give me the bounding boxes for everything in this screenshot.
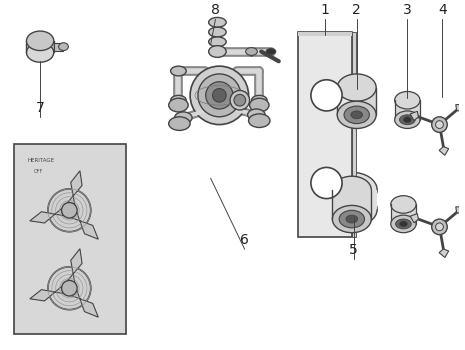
Ellipse shape (351, 111, 363, 119)
Ellipse shape (311, 167, 342, 198)
Polygon shape (72, 212, 98, 239)
Polygon shape (410, 111, 418, 120)
Text: 7: 7 (36, 101, 45, 115)
Text: HERITAGE: HERITAGE (27, 158, 54, 163)
Ellipse shape (396, 219, 411, 229)
Polygon shape (456, 207, 463, 214)
Text: 5: 5 (349, 243, 358, 257)
Ellipse shape (171, 66, 186, 76)
Circle shape (190, 66, 249, 125)
Polygon shape (30, 286, 64, 301)
Bar (298, 32, 352, 36)
Bar (326, 190, 377, 209)
Circle shape (198, 74, 241, 117)
Circle shape (234, 94, 246, 106)
Bar (395, 100, 420, 120)
Circle shape (432, 117, 447, 132)
Circle shape (61, 203, 77, 218)
Ellipse shape (27, 43, 54, 62)
Ellipse shape (395, 91, 420, 109)
Ellipse shape (399, 115, 415, 125)
Ellipse shape (395, 111, 420, 128)
Circle shape (206, 82, 233, 109)
Circle shape (436, 223, 444, 231)
Ellipse shape (391, 196, 416, 213)
Circle shape (432, 219, 447, 234)
Ellipse shape (247, 109, 265, 121)
Bar (54, 43, 64, 50)
Ellipse shape (250, 98, 269, 112)
Ellipse shape (339, 210, 365, 228)
Ellipse shape (246, 48, 257, 55)
Circle shape (230, 91, 250, 110)
Ellipse shape (266, 49, 276, 55)
Ellipse shape (27, 31, 54, 50)
Text: 2: 2 (352, 4, 361, 18)
Ellipse shape (404, 117, 411, 122)
Ellipse shape (174, 112, 192, 124)
Ellipse shape (171, 95, 186, 105)
Bar (391, 204, 416, 224)
Ellipse shape (59, 43, 68, 50)
Ellipse shape (344, 106, 369, 124)
Ellipse shape (209, 37, 226, 47)
Bar (27, 41, 54, 52)
Ellipse shape (311, 80, 342, 111)
Ellipse shape (332, 176, 372, 203)
Polygon shape (67, 171, 82, 205)
Ellipse shape (209, 27, 226, 37)
Ellipse shape (169, 98, 188, 112)
Ellipse shape (252, 95, 267, 105)
Ellipse shape (209, 46, 226, 57)
Polygon shape (439, 147, 449, 155)
Text: OFF: OFF (33, 169, 43, 174)
Ellipse shape (391, 215, 416, 233)
Text: 4: 4 (438, 4, 447, 18)
Polygon shape (72, 290, 98, 317)
Text: 3: 3 (403, 4, 412, 18)
Ellipse shape (337, 74, 376, 101)
Ellipse shape (399, 221, 407, 227)
Bar (352, 32, 356, 237)
Polygon shape (30, 209, 64, 223)
Ellipse shape (209, 18, 226, 27)
Circle shape (213, 89, 226, 102)
Bar (298, 32, 352, 237)
Ellipse shape (346, 215, 358, 223)
Ellipse shape (326, 172, 377, 207)
Ellipse shape (249, 114, 270, 127)
Circle shape (48, 189, 91, 232)
Circle shape (61, 280, 77, 296)
Text: 8: 8 (211, 4, 220, 18)
Bar (332, 190, 372, 219)
Polygon shape (456, 105, 463, 112)
Ellipse shape (337, 101, 376, 128)
Ellipse shape (169, 117, 190, 131)
Ellipse shape (326, 192, 377, 227)
Text: 1: 1 (320, 4, 329, 18)
Polygon shape (410, 214, 418, 223)
Polygon shape (67, 249, 82, 282)
Bar (14, 144, 126, 334)
Circle shape (48, 267, 91, 310)
Circle shape (436, 121, 444, 128)
Bar (337, 88, 376, 115)
Text: 6: 6 (240, 233, 249, 247)
Ellipse shape (332, 205, 372, 233)
Polygon shape (439, 249, 449, 258)
